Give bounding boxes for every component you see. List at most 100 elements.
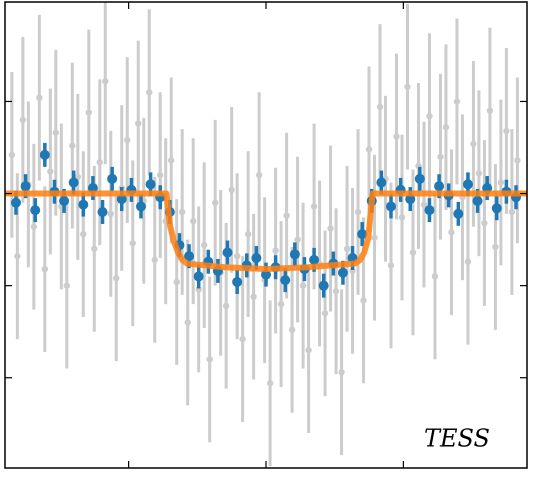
data-point bbox=[294, 236, 301, 243]
data-point bbox=[503, 127, 510, 135]
data-point bbox=[261, 269, 271, 280]
data-point bbox=[289, 249, 300, 260]
data-point bbox=[338, 369, 345, 376]
data-point bbox=[414, 173, 425, 184]
data-point bbox=[437, 153, 444, 160]
data-point bbox=[168, 157, 175, 164]
data-point bbox=[318, 280, 329, 291]
data-point bbox=[497, 179, 505, 186]
data-point bbox=[343, 245, 351, 253]
data-point bbox=[376, 177, 387, 188]
data-point bbox=[116, 194, 127, 205]
data-point bbox=[30, 205, 41, 216]
data-point bbox=[424, 205, 435, 216]
data-point bbox=[357, 229, 368, 240]
data-point bbox=[481, 219, 488, 227]
data-point bbox=[321, 310, 329, 317]
data-point bbox=[68, 177, 79, 188]
data-point bbox=[52, 129, 60, 136]
data-point bbox=[376, 103, 384, 111]
data-point bbox=[184, 251, 195, 262]
data-point bbox=[514, 157, 521, 164]
data-point bbox=[206, 356, 213, 363]
data-point bbox=[69, 142, 76, 149]
data-point bbox=[184, 319, 191, 326]
data-point bbox=[470, 140, 477, 148]
data-point bbox=[30, 223, 38, 230]
data-point bbox=[365, 146, 373, 153]
data-point bbox=[266, 380, 274, 387]
data-point bbox=[189, 217, 197, 225]
data-point bbox=[135, 201, 146, 212]
data-point bbox=[19, 116, 27, 124]
data-point bbox=[157, 171, 164, 179]
data-point bbox=[404, 83, 411, 90]
annotation: TESS bbox=[424, 425, 490, 453]
data-point bbox=[36, 94, 43, 101]
data-point bbox=[475, 170, 483, 177]
data-point bbox=[472, 195, 483, 206]
data-point bbox=[486, 107, 494, 114]
data-point bbox=[448, 229, 455, 236]
data-point bbox=[405, 194, 416, 205]
data-point bbox=[91, 245, 98, 253]
data-point bbox=[354, 208, 362, 216]
data-point bbox=[272, 247, 279, 254]
data-point bbox=[337, 267, 348, 278]
data-point bbox=[211, 199, 219, 206]
data-point bbox=[386, 201, 397, 212]
data-point bbox=[200, 241, 208, 249]
data-point bbox=[442, 124, 450, 131]
data-point bbox=[107, 210, 114, 218]
data-point bbox=[193, 271, 204, 282]
data-point bbox=[309, 254, 320, 265]
data-point bbox=[332, 287, 340, 295]
data-point bbox=[129, 240, 136, 247]
data-point bbox=[80, 230, 87, 238]
data-point bbox=[222, 302, 230, 310]
data-point bbox=[78, 199, 89, 210]
data-point bbox=[107, 173, 118, 184]
data-point bbox=[492, 243, 499, 251]
data-point bbox=[8, 151, 16, 159]
data-point bbox=[47, 168, 54, 175]
data-point bbox=[371, 234, 378, 241]
data-point bbox=[283, 212, 290, 219]
data-point bbox=[387, 262, 395, 269]
data-point bbox=[146, 89, 153, 96]
data-point bbox=[20, 181, 31, 192]
data-point bbox=[280, 275, 291, 286]
data-point bbox=[228, 186, 235, 194]
data-point bbox=[453, 208, 464, 219]
data-point bbox=[145, 179, 156, 190]
data-point bbox=[327, 225, 334, 232]
data-point bbox=[482, 183, 493, 194]
data-point bbox=[393, 133, 400, 140]
data-point bbox=[305, 346, 312, 354]
plot-area bbox=[5, 2, 527, 467]
data-point bbox=[288, 326, 296, 334]
data-point bbox=[233, 252, 241, 260]
data-point bbox=[135, 120, 142, 127]
data-point bbox=[398, 214, 406, 221]
data-point bbox=[434, 181, 445, 192]
data-point bbox=[10, 197, 21, 208]
data-point bbox=[239, 335, 246, 343]
data-point bbox=[173, 278, 180, 286]
data-point bbox=[491, 203, 502, 214]
data-point bbox=[102, 78, 109, 85]
data-point bbox=[420, 201, 428, 208]
data-point bbox=[124, 136, 131, 144]
data-point bbox=[232, 276, 243, 287]
data-point bbox=[97, 206, 108, 217]
data-point bbox=[462, 179, 473, 190]
data-point bbox=[255, 171, 263, 179]
data-point bbox=[222, 247, 233, 258]
data-point bbox=[179, 208, 186, 216]
data-point bbox=[453, 98, 461, 105]
model-line bbox=[5, 190, 527, 273]
data-point bbox=[310, 203, 318, 210]
data-point bbox=[299, 282, 307, 289]
data-point bbox=[250, 293, 257, 300]
